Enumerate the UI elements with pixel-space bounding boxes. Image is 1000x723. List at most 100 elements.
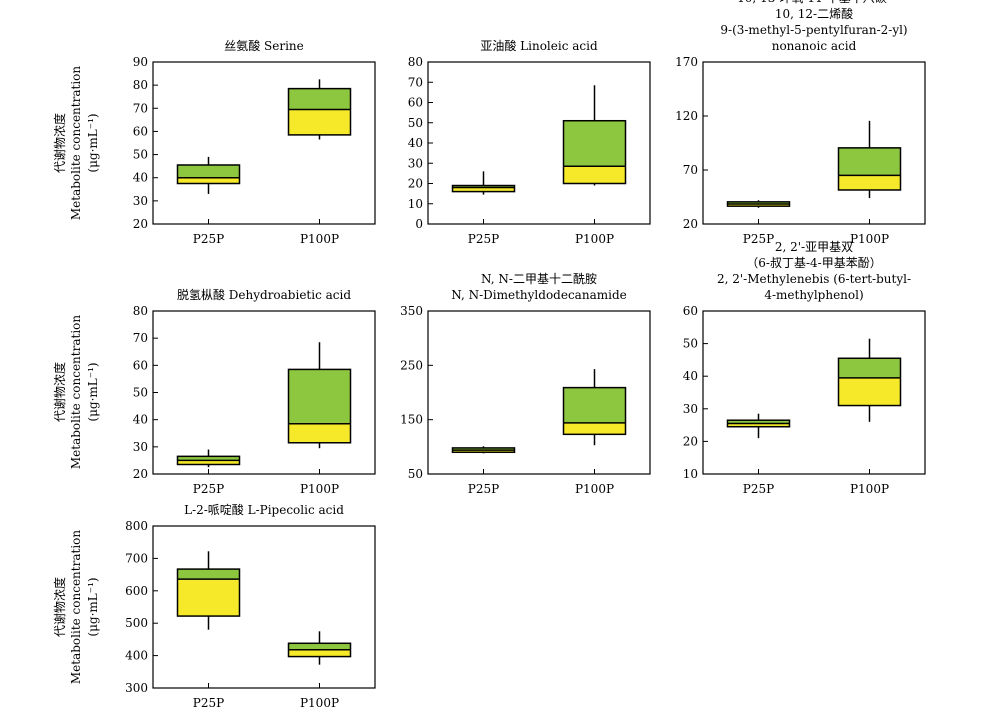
chart-title-line: （6-叔丁基-4-甲基苯酚）: [746, 256, 881, 270]
box-upper-half: [563, 120, 626, 167]
chart-title-line: 10, 12-二烯酸: [775, 6, 853, 21]
y-axis-label-line: Metabolite concentration: [69, 530, 83, 685]
box-upper-half: [452, 185, 515, 188]
x-tick-label: P100P: [300, 696, 339, 710]
chart-title-line: L-2-哌啶酸 L-Pipecolic acid: [184, 502, 344, 517]
y-axis-label-line: 代谢物浓度: [52, 362, 67, 422]
box-lower-half: [838, 377, 901, 406]
chart-panels: 丝氨酸 Serine 20 30 40 50 60 70 80 90 P25P P100P 亚油酸 L…: [125, 0, 926, 710]
y-tick-label: 60: [683, 304, 698, 318]
chart-panel-2: 亚油酸 Linoleic acid 0 10 20 30 40 50 60 70 80 P25P P1…: [408, 38, 651, 246]
y-tick-label: 20: [683, 434, 698, 448]
y-tick-label: 400: [125, 649, 148, 663]
box-lower-half: [727, 204, 790, 207]
box-upper-half: [288, 643, 351, 650]
y-axis-label-row-2: 代谢物浓度 Metabolite concentration (μg·mL⁻¹): [52, 315, 100, 470]
y-tick-label: 70: [683, 163, 698, 177]
chart-title-line: 亚油酸 Linoleic acid: [480, 38, 598, 53]
box-lower-half: [452, 450, 515, 453]
chart-panel-7: L-2-哌啶酸 L-Pipecolic acid 300 400 500 600 700 8…: [125, 502, 376, 710]
x-tick-label: P25P: [743, 482, 774, 496]
y-tick-label: 40: [133, 171, 148, 185]
y-tick-label: 50: [133, 386, 148, 400]
y-tick-label: 10: [683, 467, 698, 481]
chart-panel-5: N, N-二甲基十二酰胺 N, N-Dimethyldodecanamide 50 1…: [400, 272, 651, 496]
y-tick-label: 50: [408, 116, 423, 130]
x-tick-label: P25P: [193, 696, 224, 710]
box-lower-half: [452, 187, 515, 192]
box-outline: [287, 87, 352, 136]
y-tick-label: 30: [683, 402, 698, 416]
box-outline: [837, 147, 902, 191]
box-outline: [287, 368, 352, 444]
y-tick-label: 80: [408, 55, 423, 69]
y-tick-label: 350: [400, 304, 423, 318]
y-axis-label-line: Metabolite concentration: [69, 315, 83, 470]
y-tick-label: 60: [133, 124, 148, 138]
chart-title-line: 10, 13-环氧-11-甲基十八碳-: [737, 0, 891, 5]
x-tick-label: P25P: [743, 232, 774, 246]
chart-panel-1: 丝氨酸 Serine 20 30 40 50 60 70 80 90 P25P P100P: [133, 38, 376, 246]
chart-title-line: 2, 2'-亚甲基双: [775, 240, 853, 254]
box-lower-half: [288, 423, 351, 443]
box-upper-half: [288, 88, 351, 110]
box-lower-half: [288, 649, 351, 657]
box-upper-half: [177, 456, 240, 461]
y-tick-label: 40: [408, 136, 423, 150]
y-axis-labels: 代谢物浓度 Metabolite concentration (μg·mL⁻¹)代谢…: [52, 66, 100, 685]
y-tick-label: 500: [125, 616, 148, 630]
chart-panel-3: 10, 13-环氧-11-甲基十八碳-10, 12-二烯酸 9-(3-methyl…: [675, 0, 926, 246]
box-P100P: [837, 338, 902, 422]
box-lower-half: [177, 460, 240, 465]
chart-title-line: N, N-二甲基十二酰胺: [481, 272, 597, 286]
y-axis-label-line: (μg·mL⁻¹): [86, 113, 100, 172]
y-tick-label: 50: [683, 337, 698, 351]
y-tick-label: 70: [408, 75, 423, 89]
y-tick-label: 30: [408, 156, 423, 170]
chart-title-line: 丝氨酸 Serine: [224, 38, 304, 53]
y-axis-label-line: Metabolite concentration: [69, 66, 83, 221]
y-tick-label: 80: [133, 78, 148, 92]
y-tick-label: 300: [125, 681, 148, 695]
box-upper-half: [177, 164, 240, 178]
box-upper-half: [838, 147, 901, 176]
x-tick-label: P100P: [300, 232, 339, 246]
y-tick-label: 70: [133, 331, 148, 345]
chart-title-line: 2, 2'-Methylenebis (6-tert-butyl-: [717, 272, 911, 286]
plot-frame: [152, 525, 376, 689]
box-P25P: [451, 446, 516, 454]
y-tick-label: 20: [133, 217, 148, 231]
box-P100P: [287, 631, 352, 665]
y-tick-label: 50: [408, 467, 423, 481]
chart-title-line: 9-(3-methyl-5-pentylfuran-2-yl): [720, 23, 907, 37]
chart-title-line: nonanoic acid: [772, 39, 857, 53]
box-upper-half: [452, 447, 515, 451]
box-lower-half: [727, 423, 790, 427]
y-tick-label: 70: [133, 101, 148, 115]
box-upper-half: [838, 358, 901, 378]
x-tick-label: P25P: [193, 232, 224, 246]
chart-title-line: 脱氢枞酸 Dehydroabietic acid: [177, 287, 351, 302]
x-tick-label: P25P: [468, 232, 499, 246]
box-P25P: [176, 156, 241, 194]
box-outline: [176, 164, 241, 185]
y-tick-label: 10: [408, 197, 423, 211]
box-outline: [562, 386, 627, 436]
box-upper-half: [563, 387, 626, 423]
box-P25P: [726, 200, 791, 208]
y-axis-label-row-1: 代谢物浓度 Metabolite concentration (μg·mL⁻¹): [52, 66, 100, 221]
box-upper-half: [177, 569, 240, 580]
chart-panel-4: 脱氢枞酸 Dehydroabietic acid 20 30 40 50 60 70 80 P2…: [133, 287, 376, 496]
plot-frame: [702, 61, 926, 225]
box-P100P: [562, 369, 627, 446]
y-axis-label-line: (μg·mL⁻¹): [86, 362, 100, 421]
x-tick-label: P100P: [575, 482, 614, 496]
plot-frame: [427, 310, 651, 475]
box-P25P: [176, 551, 241, 630]
box-lower-half: [563, 166, 626, 184]
y-tick-label: 90: [133, 55, 148, 69]
box-lower-half: [838, 175, 901, 190]
box-upper-half: [288, 369, 351, 424]
y-tick-label: 170: [675, 55, 698, 69]
